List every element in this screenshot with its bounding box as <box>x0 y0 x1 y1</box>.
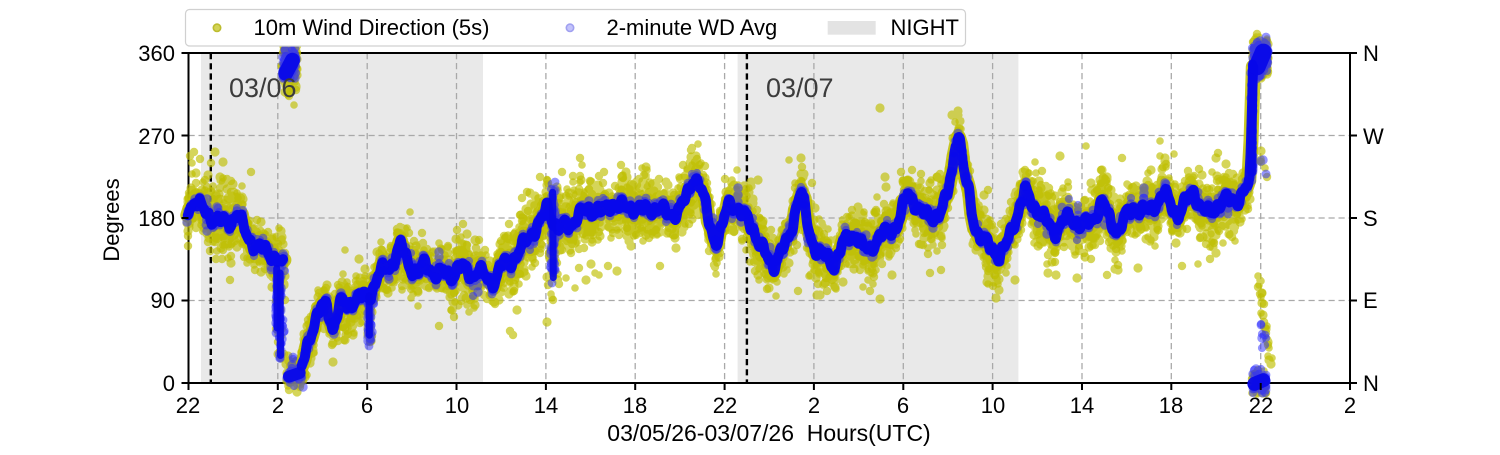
svg-text:2: 2 <box>1344 393 1356 418</box>
svg-text:90: 90 <box>151 288 175 313</box>
svg-text:03/05/26-03/07/26 Hours(UTC): 03/05/26-03/07/26 Hours(UTC) <box>607 420 930 446</box>
svg-text:0: 0 <box>163 371 175 396</box>
svg-text:N: N <box>1363 41 1379 66</box>
svg-text:18: 18 <box>1159 393 1183 418</box>
svg-text:10: 10 <box>981 393 1005 418</box>
svg-text:Degrees: Degrees <box>99 178 124 261</box>
svg-text:W: W <box>1363 124 1384 149</box>
svg-text:N: N <box>1363 371 1379 396</box>
svg-text:6: 6 <box>897 393 909 418</box>
svg-text:22: 22 <box>713 393 737 418</box>
svg-text:22: 22 <box>176 393 200 418</box>
svg-text:NIGHT: NIGHT <box>891 15 959 40</box>
svg-text:10: 10 <box>445 393 469 418</box>
svg-text:2: 2 <box>272 393 284 418</box>
svg-text:270: 270 <box>138 124 175 149</box>
svg-text:6: 6 <box>361 393 373 418</box>
svg-text:360: 360 <box>138 41 175 66</box>
svg-text:2-minute WD Avg: 2-minute WD Avg <box>607 15 778 40</box>
svg-text:180: 180 <box>138 206 175 231</box>
svg-text:18: 18 <box>623 393 647 418</box>
svg-text:03/07: 03/07 <box>766 73 834 103</box>
svg-text:2: 2 <box>808 393 820 418</box>
svg-text:S: S <box>1363 206 1378 231</box>
svg-text:10m Wind Direction (5s): 10m Wind Direction (5s) <box>254 15 490 40</box>
svg-text:03/06: 03/06 <box>229 73 297 103</box>
svg-text:E: E <box>1363 288 1378 313</box>
svg-text:14: 14 <box>1070 393 1094 418</box>
svg-text:14: 14 <box>534 393 558 418</box>
